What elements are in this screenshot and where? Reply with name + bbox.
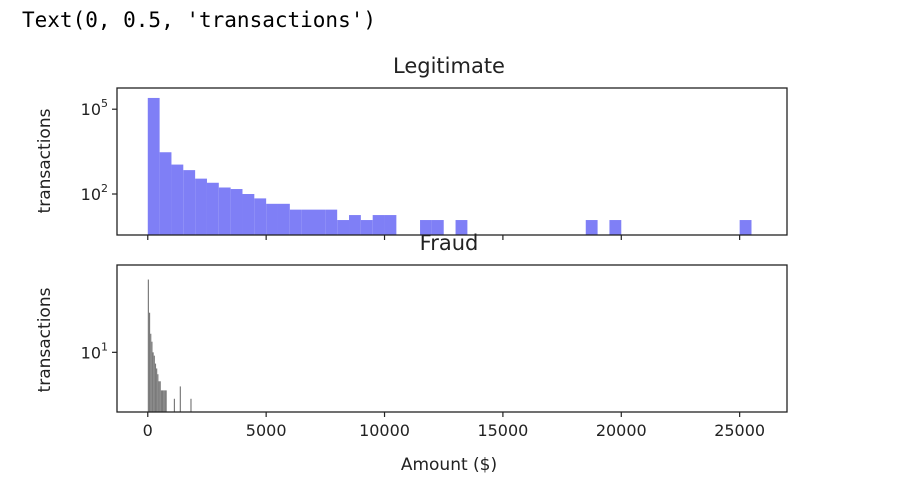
legitimate-bar-16 [337, 220, 350, 235]
legitimate-bar-5 [206, 182, 219, 235]
legitimate-panel: Legitimate transactions 102 105 [35, 54, 788, 240]
legitimate-bar-2 [171, 164, 184, 235]
fraud-bars [147, 279, 192, 412]
fraud-bar-13 [163, 390, 165, 412]
legitimate-bar-21 [420, 220, 432, 235]
legitimate-axes-frame [116, 87, 788, 236]
fraud-bar-6 [154, 363, 157, 412]
legitimate-bar-9 [254, 198, 267, 235]
x-tick-label-3: 15000 [477, 421, 528, 440]
legitimate-bar-17 [349, 215, 361, 235]
fraud-y-ticks: 101 [81, 340, 117, 362]
legitimate-bar-1 [159, 152, 172, 235]
x-tick-label-2: 10000 [359, 421, 410, 440]
fraud-bar-1 [148, 312, 151, 412]
legitimate-bar-20 [384, 215, 397, 235]
fraud-y-axis-label: transactions [35, 287, 55, 392]
x-tick-label-5: 25000 [714, 421, 765, 440]
legitimate-bar-15 [325, 209, 338, 235]
cell-output-text: Text(0, 0.5, 'transactions') [22, 8, 377, 32]
legitimate-bar-25 [609, 220, 622, 235]
fraud-bar-8 [157, 374, 159, 412]
fraud-x-ticks: 0 5000 10000 15000 20000 25000 [143, 412, 765, 440]
x-tick-label-1: 5000 [246, 421, 287, 440]
fraud-bar-7 [156, 368, 158, 412]
legitimate-title: Legitimate [393, 54, 505, 78]
fraud-bar-3 [151, 341, 153, 412]
fraud-bar-10 [159, 381, 161, 412]
legitimate-bar-14 [313, 209, 326, 235]
legitimate-bar-23 [455, 220, 468, 235]
legitimate-bar-6 [218, 187, 231, 235]
legitimate-bar-18 [360, 220, 373, 235]
x-axis-label: Amount ($) [401, 455, 497, 475]
legitimate-bar-4 [195, 178, 207, 235]
legitimate-y-axis-label: transactions [35, 108, 55, 213]
fraud-title: Fraud [420, 231, 479, 255]
legitimate-bar-24 [585, 220, 598, 235]
fraud-bar-4 [152, 352, 154, 412]
fraud-axes-frame [116, 264, 788, 413]
legitimate-bar-19 [372, 215, 385, 235]
legitimate-bar-12 [289, 209, 302, 235]
fraud-bar-14 [164, 390, 166, 412]
legitimate-bars [147, 97, 752, 235]
x-tick-label-0: 0 [143, 421, 153, 440]
legitimate-x-ticks [147, 235, 741, 240]
fraud-bar-11 [160, 390, 162, 412]
fraud-bar-15 [165, 390, 167, 412]
fraud-bar-2 [150, 333, 152, 412]
legitimate-y-ticks: 102 105 [81, 97, 117, 204]
legitimate-y-tick-label-0: 102 [81, 182, 108, 204]
legitimate-y-tick-label-1: 105 [81, 97, 108, 119]
fraud-bar-5 [153, 355, 155, 412]
fraud-bar-9 [158, 381, 160, 412]
fraud-panel: Fraud transactions 101 0 5000 10000 15000 20… [35, 231, 788, 475]
legitimate-bar-7 [230, 189, 243, 235]
fraud-bar-12 [161, 390, 164, 412]
legitimate-bar-0 [147, 97, 160, 235]
legitimate-bar-3 [183, 170, 196, 235]
fraud-bar-18 [190, 398, 192, 412]
legitimate-bar-10 [266, 203, 278, 235]
fraud-bar-0 [147, 279, 149, 412]
fraud-y-tick-label-0: 101 [81, 340, 108, 362]
legitimate-bar-22 [431, 220, 444, 235]
legitimate-bar-26 [739, 220, 752, 235]
legitimate-bar-8 [242, 194, 255, 235]
legitimate-bar-13 [301, 209, 314, 235]
legitimate-bar-11 [277, 203, 290, 235]
fraud-bar-17 [179, 386, 181, 412]
fraud-bar-16 [173, 398, 175, 412]
x-tick-label-4: 20000 [596, 421, 647, 440]
